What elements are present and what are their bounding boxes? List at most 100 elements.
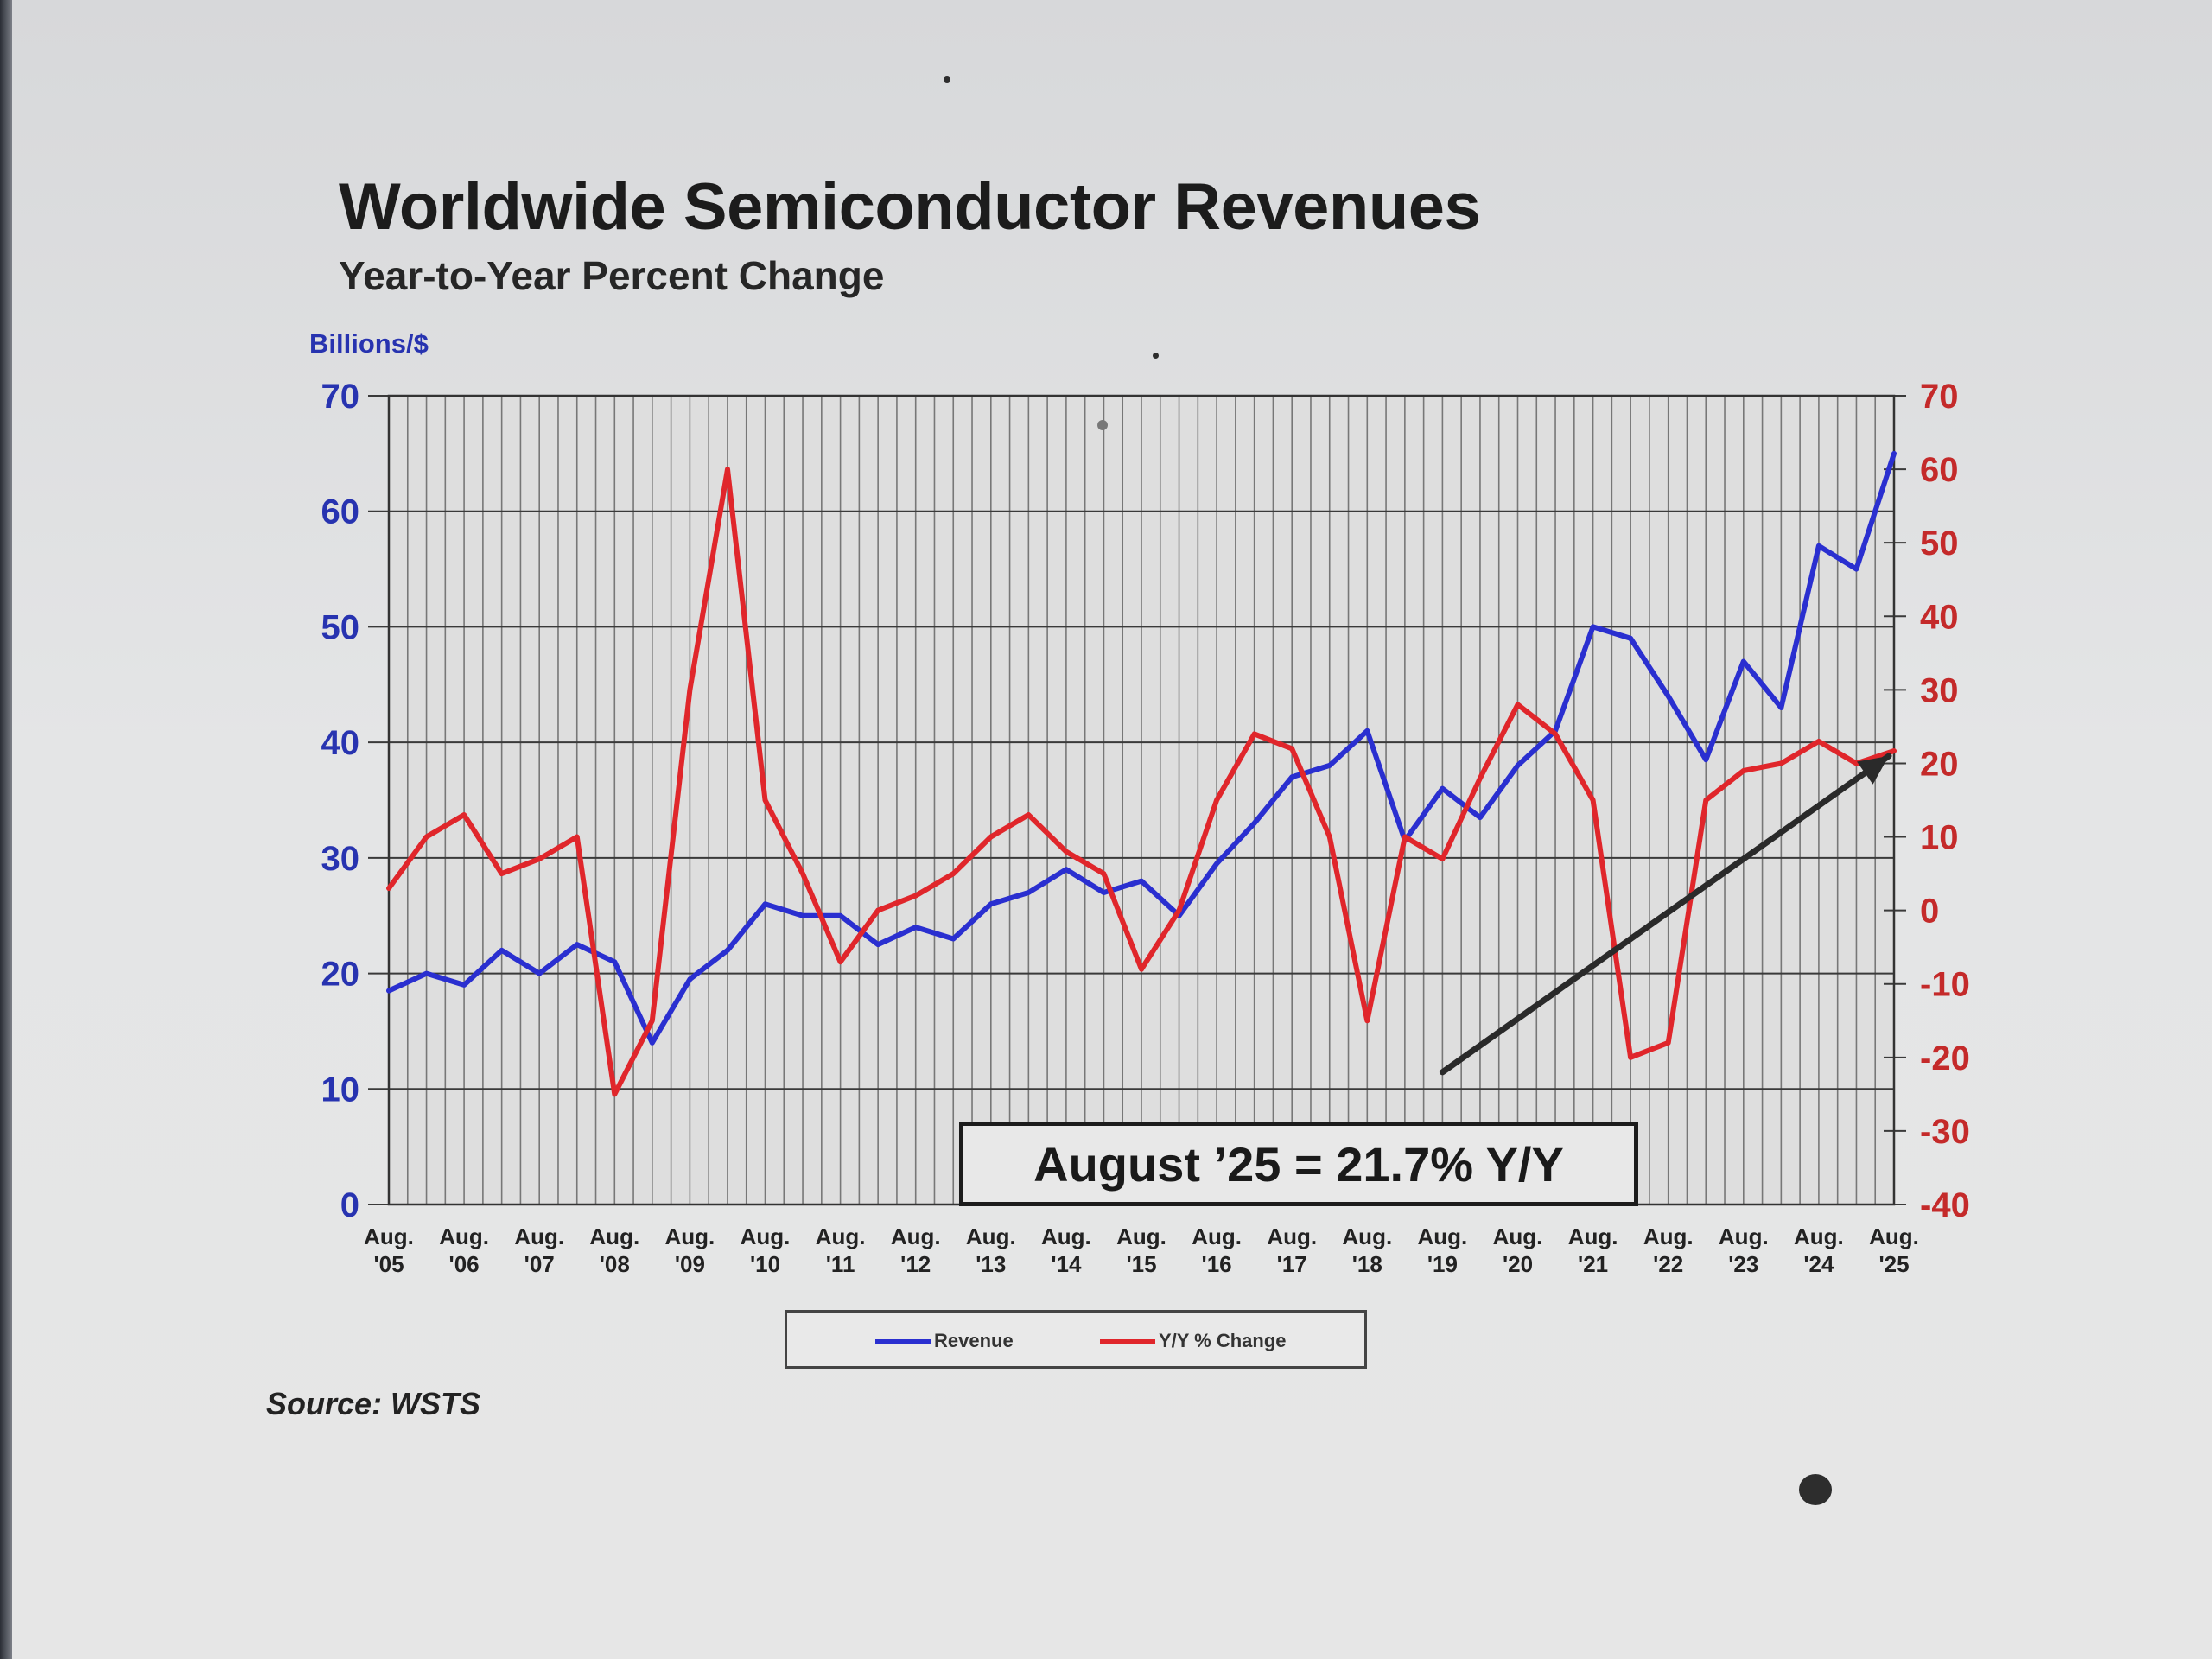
- yoy-point: [687, 687, 692, 692]
- right-axis-tick-label: 0: [1920, 893, 1939, 931]
- dust-speck: [1799, 1474, 1832, 1505]
- revenue-point: [1327, 763, 1332, 768]
- revenue-point: [1853, 567, 1859, 572]
- yoy-point: [1741, 768, 1746, 773]
- yoy-point: [537, 856, 542, 861]
- dust-speck: [1097, 420, 1108, 430]
- yoy-point: [1440, 856, 1445, 861]
- x-axis-tick-label: Aug.: [514, 1224, 564, 1249]
- yoy-point: [499, 871, 505, 876]
- right-axis-tick-label: 30: [1920, 671, 1959, 709]
- x-axis-tick-label: Aug.: [741, 1224, 791, 1249]
- x-axis-tick-label: Aug.: [589, 1224, 639, 1249]
- yoy-point: [950, 871, 956, 876]
- legend-swatch-revenue: [875, 1338, 931, 1344]
- x-axis-tick-label: Aug.: [1493, 1224, 1543, 1249]
- yoy-point: [575, 835, 580, 840]
- yoy-point: [1026, 812, 1031, 817]
- revenue-point: [1703, 757, 1708, 762]
- revenue-point: [575, 942, 580, 947]
- yoy-point: [838, 959, 843, 964]
- trend-arrow-line: [1439, 753, 1892, 1076]
- screen-bezel-edge: [0, 0, 12, 1659]
- x-axis-tick-label: Aug.: [1041, 1224, 1091, 1249]
- yoy-point: [612, 1091, 617, 1096]
- x-axis-tick-label: '05: [373, 1251, 404, 1277]
- revenue-point: [687, 976, 692, 982]
- revenue-point: [1628, 636, 1633, 641]
- source-note: Source: WSTS: [266, 1386, 481, 1421]
- revenue-point: [1478, 815, 1483, 820]
- x-axis-tick-label: '16: [1202, 1251, 1232, 1277]
- x-axis-tick-label: '10: [750, 1251, 780, 1277]
- revenue-point: [1026, 890, 1031, 895]
- yoy-point: [1628, 1055, 1633, 1060]
- x-axis-tick-label: '21: [1578, 1251, 1608, 1277]
- left-axis-tick-label: 60: [321, 493, 360, 531]
- x-axis-tick-label: Aug.: [1643, 1224, 1694, 1249]
- revenue-point: [1778, 705, 1783, 710]
- revenue-point: [499, 948, 505, 953]
- left-axis-tick-label: 0: [340, 1186, 359, 1224]
- x-axis-tick-label: Aug.: [1116, 1224, 1166, 1249]
- x-axis-tick-label: Aug.: [816, 1224, 866, 1249]
- chart-subtitle: Year-to-Year Percent Change: [339, 253, 885, 298]
- left-axis-tick-label: 30: [321, 840, 360, 878]
- revenue-point: [838, 913, 843, 918]
- yoy-point: [800, 871, 805, 876]
- revenue-point: [386, 988, 391, 994]
- yoy-point: [1064, 849, 1069, 855]
- dust-speck: [944, 76, 950, 83]
- x-axis-tick-label: Aug.: [966, 1224, 1016, 1249]
- revenue-point: [988, 901, 994, 906]
- x-axis-tick-label: '19: [1427, 1251, 1458, 1277]
- x-axis-tick-label: '22: [1653, 1251, 1683, 1277]
- revenue-point: [1252, 821, 1257, 826]
- revenue-point: [1289, 774, 1294, 779]
- chart-title: Worldwide Semiconductor Revenues: [339, 170, 1481, 244]
- right-axis-tick-label: 50: [1920, 524, 1959, 563]
- yoy-point: [988, 835, 994, 840]
- left-axis-tick-label: 70: [321, 378, 360, 416]
- x-axis-tick-label: '08: [600, 1251, 630, 1277]
- left-axis-unit: Billions/$: [309, 328, 429, 359]
- yoy-point: [1703, 798, 1708, 803]
- x-axis-tick-label: Aug.: [1418, 1224, 1468, 1249]
- yoy-point: [461, 812, 467, 817]
- x-axis-tick-label: '25: [1878, 1251, 1909, 1277]
- revenue-point: [913, 925, 918, 930]
- yoy-point: [424, 835, 429, 840]
- revenue-point: [725, 948, 730, 953]
- x-axis-tick-label: '24: [1803, 1251, 1834, 1277]
- yoy-point: [1289, 746, 1294, 751]
- revenue-point: [1816, 543, 1821, 549]
- left-axis-tick-label: 10: [321, 1071, 360, 1109]
- x-axis-tick-label: Aug.: [1192, 1224, 1242, 1249]
- callout-box: August ’25 = 21.7% Y/Y: [959, 1122, 1638, 1206]
- legend-label-yoy: Y/Y % Change: [1159, 1330, 1287, 1351]
- revenue-point: [1214, 861, 1219, 867]
- revenue-point: [424, 971, 429, 976]
- yoy-point: [1591, 798, 1596, 803]
- right-axis-tick-label: 20: [1920, 745, 1959, 783]
- yoy-point: [1177, 908, 1182, 913]
- yoy-point: [650, 1018, 655, 1023]
- revenue-point: [950, 936, 956, 941]
- revenue-point: [612, 959, 617, 964]
- right-axis-tick-label: 70: [1920, 378, 1959, 416]
- revenue-point: [1064, 867, 1069, 872]
- revenue-point: [1591, 624, 1596, 629]
- x-axis-tick-label: '06: [449, 1251, 480, 1277]
- revenue-point: [875, 942, 880, 947]
- revenue-point: [1741, 659, 1746, 664]
- revenue-point: [461, 982, 467, 988]
- callout-text: August ’25 = 21.7% Y/Y: [1033, 1136, 1564, 1192]
- yoy-point: [1364, 1018, 1370, 1023]
- right-axis-tick-label: -10: [1920, 966, 1970, 1004]
- x-axis-tick-label: Aug.: [665, 1224, 715, 1249]
- legend-swatch-yoy: [1100, 1338, 1155, 1344]
- legend-label-revenue: Revenue: [934, 1330, 1014, 1351]
- yoy-point: [1553, 731, 1558, 736]
- x-axis-tick-label: Aug.: [1869, 1224, 1919, 1249]
- yoy-point: [1516, 702, 1520, 707]
